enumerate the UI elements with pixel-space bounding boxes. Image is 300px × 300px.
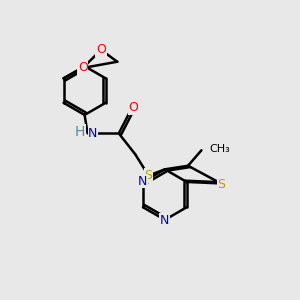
Text: N: N (88, 127, 98, 140)
Text: N: N (160, 214, 169, 227)
Text: S: S (145, 169, 152, 182)
Text: O: O (78, 61, 88, 74)
Text: O: O (96, 43, 106, 56)
Text: N: N (138, 175, 147, 188)
Text: H: H (75, 125, 85, 139)
Text: S: S (218, 178, 226, 190)
Text: CH₃: CH₃ (209, 143, 230, 154)
Text: O: O (129, 101, 139, 114)
